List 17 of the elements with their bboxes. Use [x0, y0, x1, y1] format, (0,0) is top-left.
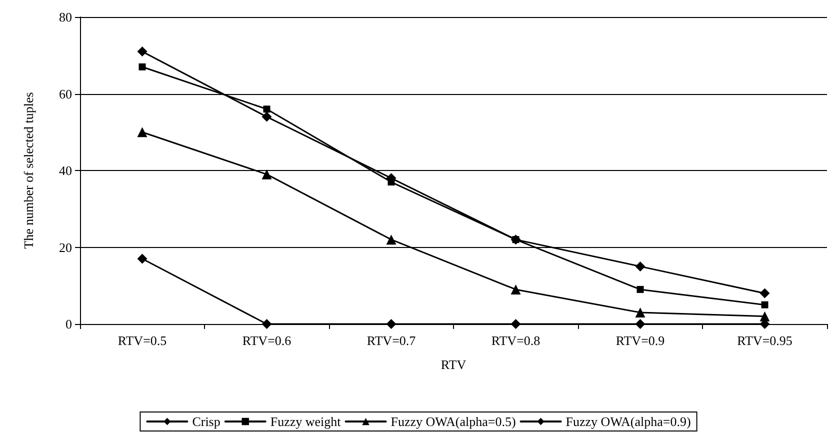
legend-label: Fuzzy weight: [270, 414, 342, 429]
legend-label: Crisp: [192, 414, 220, 429]
x-tick-label: RTV=0.5: [118, 333, 167, 348]
y-tick-label: 40: [59, 163, 72, 178]
x-tick-label: RTV=0.7: [366, 333, 416, 348]
y-tick-label: 80: [59, 10, 72, 24]
x-tick-label: RTV=0.9: [616, 333, 665, 348]
y-tick-label: 60: [59, 86, 72, 102]
legend-label: Fuzzy OWA(alpha=0.9): [566, 414, 691, 429]
y-tick-label: 0: [66, 316, 72, 332]
x-tick-label: RTV=0.6: [242, 333, 292, 348]
y-axis-title: The number of selected tuples: [21, 92, 36, 249]
x-tick-label: RTV=0.95: [737, 333, 792, 348]
x-axis-title: RTV: [440, 357, 467, 372]
x-tick-label: RTV=0.8: [491, 333, 540, 348]
y-tick-label: 20: [59, 240, 72, 255]
legend-label: Fuzzy OWA(alpha=0.5): [390, 414, 516, 429]
